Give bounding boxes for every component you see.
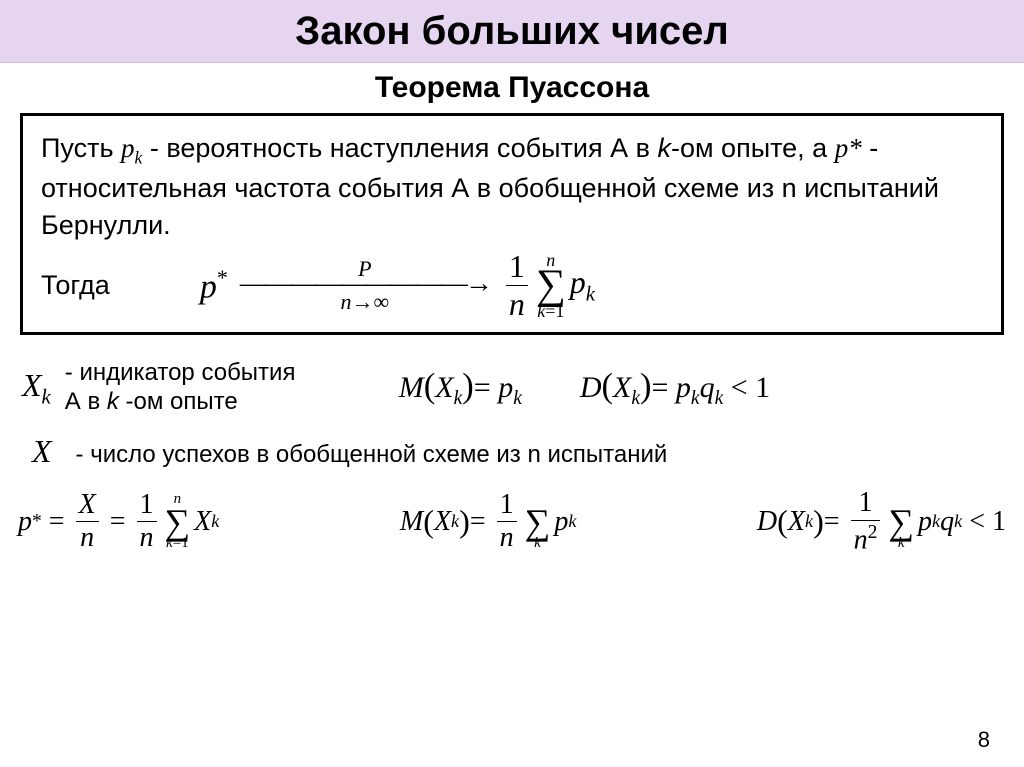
sum-Xk: n ∑ k=1 [165, 493, 191, 551]
symbol-k: k [657, 133, 671, 163]
theorem-statement: Пусть p k - вероятность наступления событ… [41, 130, 983, 243]
frac-1-n2: 1n2 [851, 488, 881, 556]
then-label: Тогда [41, 270, 110, 301]
text: Пусть [41, 133, 121, 163]
M-equation: M(Xk)= 1n ∑ k pk [400, 490, 577, 555]
expectation-formula: M(Xk)= pk [399, 367, 522, 410]
sum-pk: ∑ k [525, 493, 551, 551]
X-symbol: X [32, 433, 52, 470]
sum-pkqk: ∑ k [888, 493, 914, 551]
frac-1-n-2: 1n [497, 490, 517, 555]
text: - вероятность наступления события А в [142, 133, 657, 163]
summand: pk [570, 264, 595, 306]
page-title: Закон больших чисел [295, 9, 729, 54]
pstar-equation: p* = Xn = 1n n ∑ k=1 Xk [18, 490, 219, 555]
variance-formula: D(Xk)= pkqk < 1 [580, 367, 770, 410]
symbol-p: p [121, 133, 135, 163]
frac-1-n: 1n [137, 490, 157, 555]
formula-row: Тогда p* P —————————→ n→∞ 1 n n ∑ k=1 pk [41, 249, 983, 322]
Xk-symbol: Xk [22, 367, 51, 409]
symbol-pstar: p* [835, 133, 862, 163]
Xk-description: - индикатор события А в k -ом опыте [65, 359, 385, 417]
X-description: - число успехов в обобщенной схеме из n … [76, 441, 668, 469]
arrow-limit: n→∞ [340, 291, 389, 313]
main-formula: p* P —————————→ n→∞ 1 n n ∑ k=1 pk [200, 249, 595, 322]
bottom-formulas-row: p* = Xn = 1n n ∑ k=1 Xk M(Xk)= 1n ∑ k pk… [0, 474, 1024, 560]
X-definition-row: X - число успехов в обобщенной схеме из … [0, 421, 1024, 474]
page-number: 8 [978, 727, 990, 753]
D-equation: D(Xk)= 1n2 ∑ k pkqk < 1 [757, 488, 1006, 556]
pstar-symbol: p* [200, 265, 228, 306]
convergence-arrow: P —————————→ n→∞ [240, 258, 490, 313]
theorem-box: Пусть pk - вероятность наступления событ… [20, 113, 1004, 335]
subtitle: Теорема Пуассона [0, 71, 1024, 105]
fraction-1-n: 1 n [506, 249, 528, 322]
summation: n ∑ k=1 [536, 252, 566, 320]
indicator-row: Xk - индикатор события А в k -ом опыте M… [0, 353, 1024, 421]
frac-X-n: Xn [76, 490, 99, 555]
text: -ом опыте, а [671, 133, 835, 163]
title-bar: Закон больших чисел [0, 0, 1024, 63]
